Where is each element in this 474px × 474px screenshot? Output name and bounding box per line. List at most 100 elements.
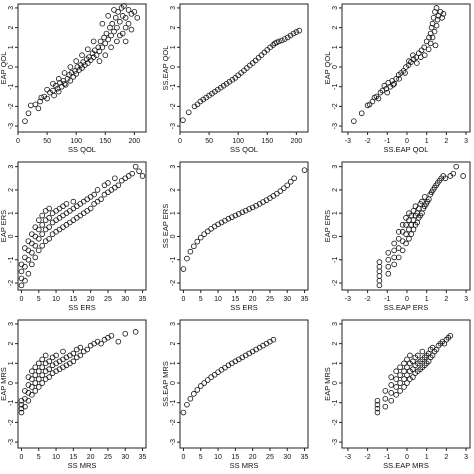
x-tick-label: 20 — [249, 296, 257, 303]
x-tick-label: 10 — [52, 296, 60, 303]
data-point — [102, 40, 109, 47]
data-point — [109, 20, 116, 27]
x-tick-label: 0 — [405, 454, 409, 461]
data-point — [414, 60, 420, 66]
x-tick-label: 2 — [444, 296, 448, 303]
y-axis-label: EAP ERS — [0, 210, 8, 242]
data-point — [56, 226, 63, 233]
data-point — [437, 340, 444, 347]
x-tick-label: -1 — [384, 138, 390, 145]
data-point — [22, 245, 28, 251]
data-point — [42, 352, 49, 359]
x-tick-label: 30 — [283, 296, 291, 303]
data-point — [139, 173, 146, 179]
data-point — [128, 26, 135, 33]
data-point — [49, 219, 56, 226]
x-axis-label: SS.EAP ERS — [384, 303, 428, 312]
data-point — [108, 332, 115, 339]
x-tick-label: 0 — [20, 454, 24, 461]
y-tick-label: -3 — [332, 439, 339, 445]
data-point — [376, 273, 383, 279]
data-point — [406, 226, 412, 233]
y-tick-label: 0 — [332, 65, 339, 69]
data-point — [125, 7, 132, 13]
data-point — [374, 397, 381, 404]
x-tick-label: 0 — [16, 138, 20, 145]
data-point — [53, 208, 59, 214]
data-point — [239, 209, 246, 216]
x-tick-label: 15 — [231, 454, 239, 461]
x-axis: 0 5 10 15 20 25 30 35 — [182, 448, 309, 461]
data-point — [296, 27, 303, 34]
data-point — [22, 118, 28, 124]
data-point — [22, 277, 28, 284]
data-point — [22, 403, 28, 410]
data-point — [374, 405, 381, 412]
data-point — [70, 350, 77, 357]
data-point — [94, 198, 101, 205]
data-point — [95, 44, 102, 51]
y-axis-label: EAP QOL — [323, 52, 332, 85]
data-point — [388, 374, 395, 380]
data-point — [388, 390, 395, 396]
y-axis: -3 -2 -1 0 1 2 3 — [8, 322, 18, 445]
data-point — [391, 261, 397, 268]
data-point — [301, 167, 308, 173]
data-point — [84, 346, 90, 353]
x-tick-label: 150 — [99, 138, 111, 145]
data-point — [39, 212, 46, 219]
data-point — [211, 371, 218, 378]
y-axis: -2 -1 0 1 2 3 — [170, 165, 180, 286]
data-point — [408, 212, 415, 219]
data-point — [453, 163, 460, 170]
data-point — [376, 268, 383, 275]
y-tick-label: 1 — [8, 211, 15, 215]
y-tick-label: 3 — [332, 322, 339, 326]
y-tick-label: -1 — [8, 83, 15, 89]
data-point — [382, 403, 389, 410]
scatter-panel: 0 5 10 15 20 25 30 35 SS MRS -3 -2 -1 0 1 2 3 EAP MRS — [0, 319, 147, 470]
x-tick-label: 5 — [199, 454, 203, 461]
y-axis-label: EAP QOL — [0, 52, 8, 85]
y-tick-label: 0 — [8, 234, 15, 238]
data-point — [246, 206, 252, 212]
data-point — [112, 184, 118, 191]
data-point — [25, 256, 32, 263]
data-point — [407, 352, 413, 359]
data-point — [84, 208, 90, 214]
data-point — [96, 58, 103, 64]
data-point — [29, 368, 35, 375]
y-tick-label: -3 — [332, 123, 339, 129]
data-point — [395, 229, 402, 235]
y-tick-label: -2 — [170, 280, 177, 286]
data-point — [105, 13, 111, 19]
data-point — [201, 380, 208, 386]
points — [18, 329, 139, 416]
y-tick-label: 3 — [8, 6, 15, 10]
data-point — [410, 374, 416, 380]
data-point — [399, 238, 406, 244]
x-tick-label: 200 — [291, 138, 303, 145]
data-point — [382, 388, 389, 394]
data-point — [290, 30, 297, 37]
data-point — [428, 24, 435, 31]
y-tick-label: -1 — [170, 257, 177, 263]
y-tick-label: 2 — [170, 342, 177, 346]
data-point — [208, 225, 214, 232]
data-point — [114, 24, 120, 31]
x-axis-label: SS QOL — [68, 145, 96, 154]
data-point — [32, 233, 39, 240]
data-point — [404, 356, 410, 363]
y-tick-label: 2 — [170, 26, 177, 30]
data-point — [194, 101, 201, 108]
x-tick-label: 20 — [87, 454, 95, 461]
data-point — [60, 224, 66, 230]
y-tick-label: 1 — [170, 45, 177, 49]
x-tick-label: -1 — [384, 454, 390, 461]
data-point — [197, 234, 204, 241]
x-tick-label: 5 — [37, 454, 41, 461]
x-axis-label: SS ERS — [68, 303, 96, 312]
x-tick-label: 25 — [104, 296, 112, 303]
data-point — [279, 37, 285, 44]
x-tick-label: 50 — [205, 138, 213, 145]
